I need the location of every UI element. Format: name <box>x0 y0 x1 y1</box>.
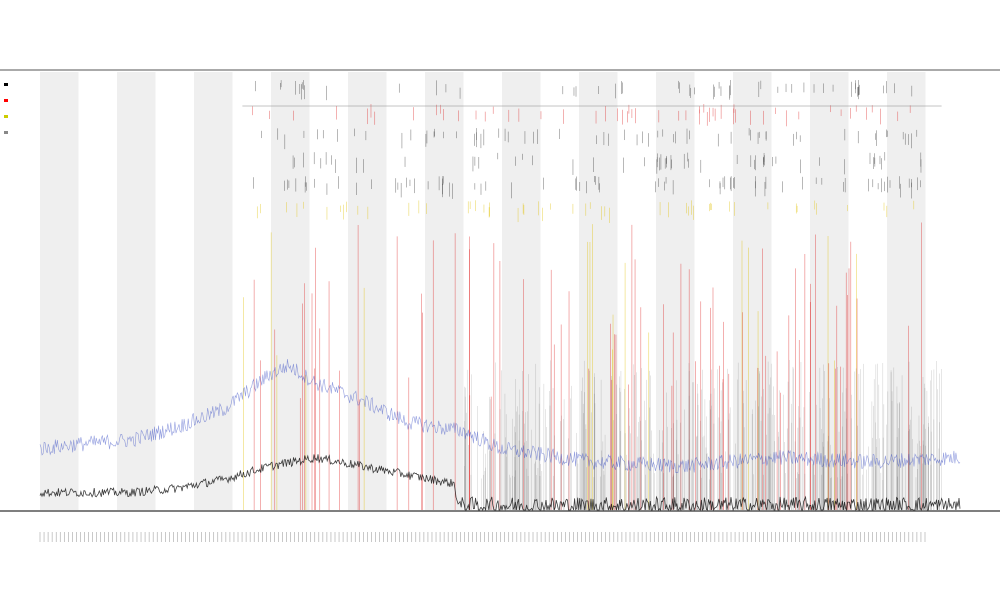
legend-swatch <box>4 83 8 86</box>
series-layer <box>39 359 961 512</box>
series-line <box>39 454 961 512</box>
legend-swatch <box>4 99 8 102</box>
background-band <box>502 72 541 510</box>
background-band <box>887 72 926 510</box>
series-line <box>39 359 961 474</box>
legend-swatch <box>4 131 8 134</box>
background-band <box>271 72 310 510</box>
background-band <box>117 72 156 510</box>
background-band <box>348 72 387 510</box>
background-band <box>656 72 695 510</box>
background-band <box>579 72 618 510</box>
background-band <box>425 72 464 510</box>
event-markers <box>242 80 942 510</box>
background-band <box>733 72 772 510</box>
background-band <box>40 72 79 510</box>
legend <box>4 83 8 134</box>
background-bands <box>40 72 926 510</box>
legend-swatch <box>4 115 8 118</box>
background-band <box>194 72 233 510</box>
x-tick-labels <box>39 532 926 542</box>
background-band <box>810 72 849 510</box>
